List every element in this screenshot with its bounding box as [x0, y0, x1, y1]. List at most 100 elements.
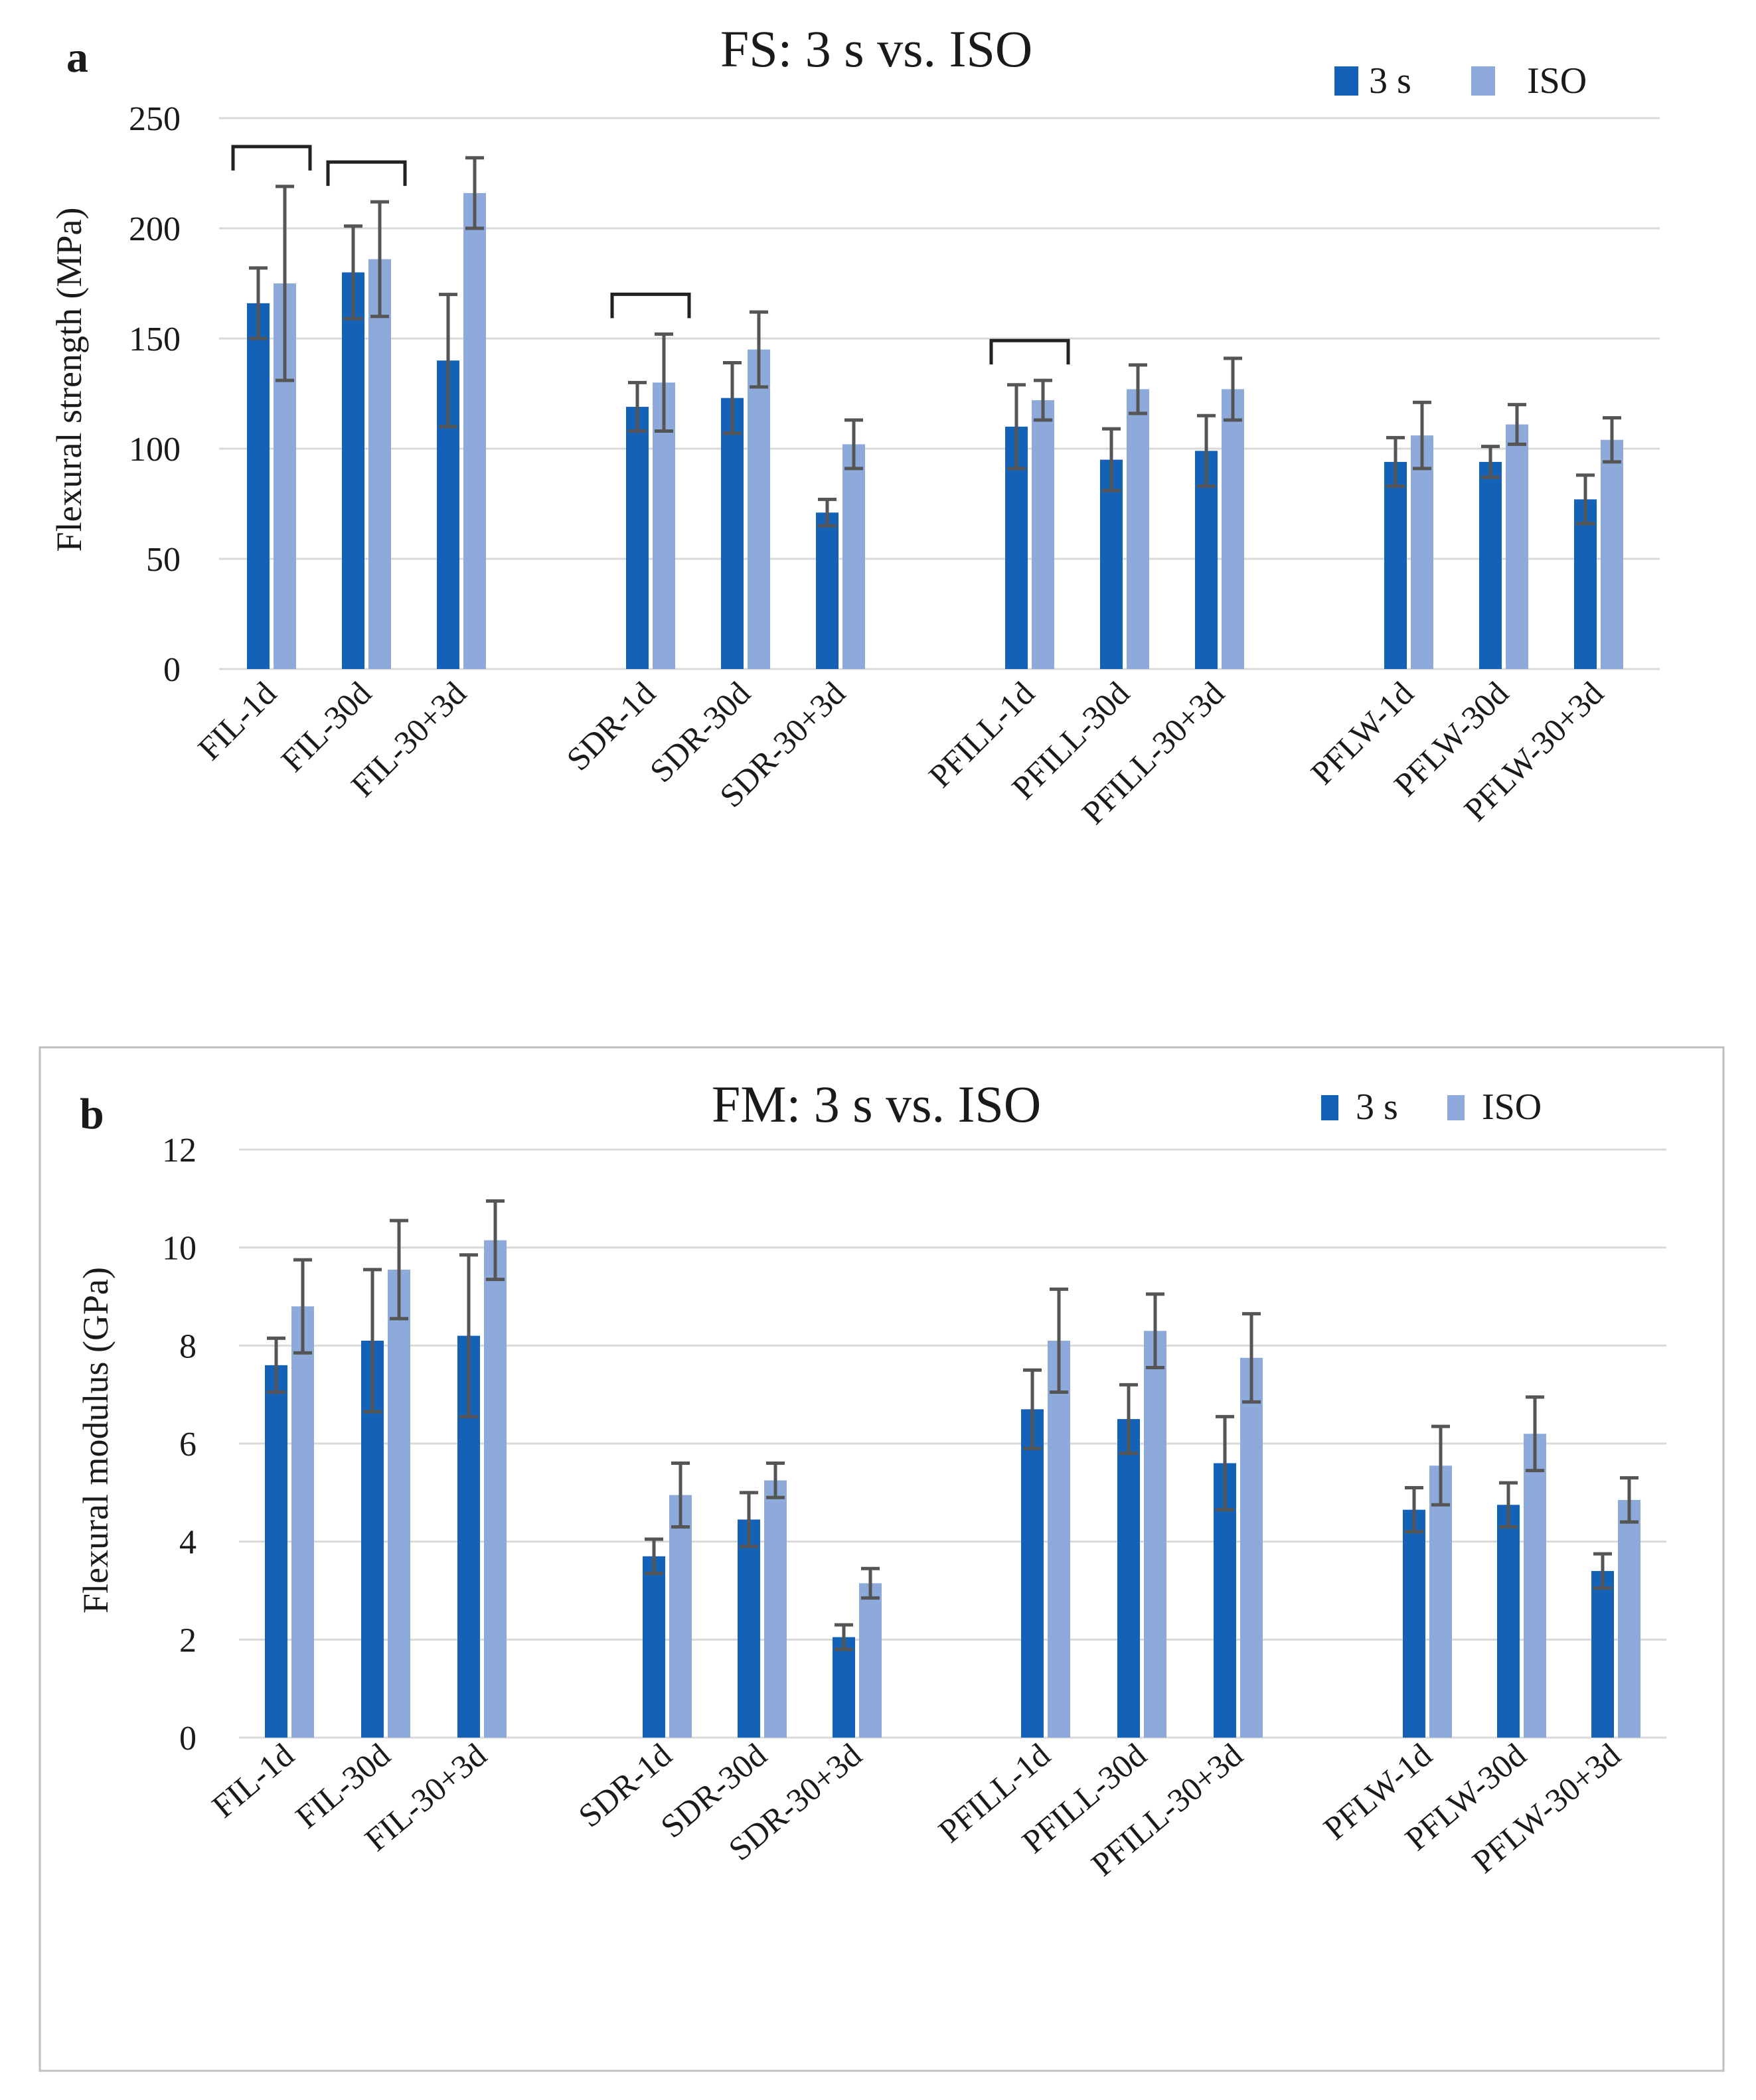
panel-a-error-bar-sdr-1d-iso	[655, 332, 673, 433]
panel-a-bar-pflw-30d-iso	[1506, 424, 1528, 669]
panel-a-error-bar-sdr-30d-3-s	[723, 361, 742, 435]
panel-a-flexural-strength-chart: a FS: 3 s vs. ISO Flexural strength (MPa…	[49, 20, 1660, 831]
panel-a-error-bar-pfill-30-3d-3-s	[1197, 413, 1216, 488]
panel-b-y-tick-0: 0	[179, 1720, 197, 1758]
panel-b-legend: 3 s ISO	[1321, 1087, 1542, 1128]
panel-b-letter: b	[80, 1090, 104, 1138]
panel-a-y-axis-label: Flexural strength (MPa)	[49, 208, 89, 552]
panel-b-legend-swatch-3s	[1321, 1095, 1338, 1120]
panel-a-y-tick-100: 100	[129, 431, 181, 469]
panel-a-error-bar-fil-30d-iso	[370, 200, 389, 319]
panel-b-bar-sdr-1d-iso	[669, 1495, 692, 1738]
panel-b-gridlines	[239, 1148, 1666, 1739]
panel-a-error-bar-fil-30-3d-iso	[465, 156, 484, 230]
panel-b-error-bar-fil-1d-iso	[293, 1258, 312, 1355]
panel-b-bar-sdr-30-3d-3-s	[833, 1637, 855, 1738]
panel-a-bar-pflw-30-3d-3-s	[1574, 499, 1597, 669]
panel-a-error-bar-fil-1d-3-s	[249, 266, 268, 340]
panel-a-bar-fil-1d-3-s	[247, 303, 270, 669]
panel-b-bar-pfill-30-3d-iso	[1240, 1357, 1263, 1738]
panel-b-bar-pfill-1d-iso	[1048, 1340, 1070, 1738]
panel-b-bar-pfill-30d-3-s	[1117, 1419, 1140, 1738]
panel-b-y-tick-6: 6	[179, 1426, 197, 1463]
panel-a-legend: 3 s ISO	[1334, 60, 1587, 102]
panel-a-y-tick-200: 200	[129, 210, 181, 248]
panel-b-y-tick-10: 10	[162, 1230, 197, 1268]
panel-b-error-bar-pfill-30d-iso	[1146, 1292, 1164, 1370]
panel-a-bar-pflw-1d-3-s	[1384, 461, 1407, 669]
panel-b-error-bar-pflw-30-3d-3-s	[1593, 1552, 1612, 1590]
panel-a-legend-label-3s: 3 s	[1369, 60, 1411, 102]
panel-b-category-fil-1d: FIL-1d	[205, 1736, 301, 1825]
panel-b-error-bar-fil-30d-iso	[390, 1219, 408, 1321]
panel-a-y-tick-250: 250	[129, 100, 181, 138]
panel-a-error-bar-fil-1d-iso	[276, 185, 294, 382]
panel-a-letter: a	[66, 33, 88, 82]
panel-a-bracket-pfill-1d	[989, 338, 1070, 365]
panel-a-bracket-fil-1d	[231, 145, 312, 171]
panel-a-bar-pflw-30-3d-iso	[1601, 439, 1623, 669]
panel-a-error-bars	[249, 156, 1621, 528]
panel-b-bar-fil-30-3d-iso	[484, 1240, 507, 1738]
panel-b-title: FM: 3 s vs. ISO	[712, 1075, 1041, 1133]
panel-b-error-bar-pfill-30-3d-3-s	[1216, 1414, 1234, 1512]
panel-a-category-fil-1d: FIL-1d	[191, 674, 283, 767]
panel-b-frame	[39, 1046, 1725, 2072]
panel-a-bar-sdr-1d-3-s	[626, 406, 649, 669]
panel-b-y-tick-12: 12	[162, 1132, 197, 1169]
panel-a-error-bar-pflw-30d-iso	[1508, 403, 1526, 446]
panel-a-bar-pflw-30d-3-s	[1479, 461, 1502, 669]
panel-b-bar-pflw-30d-3-s	[1497, 1505, 1520, 1738]
panel-b-bar-pfill-30d-iso	[1144, 1331, 1166, 1738]
panel-a-error-bar-pflw-30-3d-iso	[1603, 416, 1621, 464]
panel-a-error-bar-pflw-30d-3-s	[1481, 445, 1500, 479]
panel-b-y-tick-2: 2	[179, 1621, 197, 1659]
panel-a-bar-pfill-1d-iso	[1032, 400, 1054, 669]
panel-b-error-bar-sdr-1d-iso	[671, 1462, 690, 1529]
panel-b-bar-pflw-30-3d-iso	[1618, 1499, 1640, 1738]
panel-a-significance-brackets	[231, 145, 1070, 365]
panel-b-y-tick-labels: 0 2 4 6 8 10 12	[162, 1132, 197, 1758]
panel-b-error-bar-pflw-1d-3-s	[1405, 1485, 1423, 1534]
panel-a-bar-sdr-30-3d-iso	[842, 444, 865, 669]
panel-a-y-tick-50: 50	[146, 541, 181, 579]
panel-a-bar-pfill-30d-iso	[1127, 389, 1149, 669]
panel-a-bar-sdr-30d-iso	[748, 349, 770, 669]
panel-b-bar-sdr-1d-3-s	[643, 1556, 665, 1738]
panel-b-y-tick-4: 4	[179, 1524, 197, 1562]
panel-a-error-bar-pfill-1d-3-s	[1007, 383, 1026, 471]
panel-a-bar-sdr-30d-3-s	[721, 398, 744, 669]
panel-a-y-tick-0: 0	[163, 651, 181, 689]
panel-b-y-tick-8: 8	[179, 1327, 197, 1365]
panel-b-bar-pflw-30-3d-3-s	[1591, 1570, 1614, 1738]
panel-a-error-bar-sdr-1d-3-s	[628, 380, 647, 433]
panel-a-bar-fil-30d-3-s	[342, 272, 364, 669]
panel-b-error-bar-pflw-30-3d-iso	[1620, 1476, 1638, 1524]
panel-b-bar-sdr-30d-iso	[764, 1480, 787, 1738]
panel-a-error-bar-pflw-1d-3-s	[1386, 435, 1405, 488]
panel-b-error-bar-fil-1d-3-s	[267, 1336, 285, 1394]
panel-b-error-bar-sdr-1d-3-s	[645, 1537, 663, 1576]
panel-b-bar-pflw-1d-3-s	[1403, 1509, 1425, 1738]
panel-b-bar-fil-30d-iso	[388, 1269, 410, 1738]
panel-b-error-bar-pflw-30d-iso	[1526, 1395, 1544, 1473]
panel-a-legend-swatch-iso	[1471, 66, 1495, 96]
panel-b-bar-fil-1d-iso	[291, 1306, 314, 1738]
panel-a-error-bar-sdr-30-3d-iso	[844, 418, 863, 471]
panel-a-bar-pfill-30-3d-iso	[1222, 389, 1244, 669]
panel-a-error-bar-fil-30-3d-3-s	[439, 293, 457, 429]
panel-b-bar-fil-1d-3-s	[265, 1365, 287, 1738]
panel-a-legend-swatch-3s	[1334, 66, 1358, 96]
panel-b-error-bars	[267, 1199, 1638, 1651]
panel-a-bracket-sdr-1d	[610, 292, 691, 319]
panel-a-error-bar-pfill-30d-iso	[1129, 363, 1147, 415]
panel-b-error-bar-sdr-30d-3-s	[740, 1491, 758, 1548]
panel-a-bars	[247, 192, 1623, 670]
panel-a-title: FS: 3 s vs. ISO	[720, 20, 1032, 78]
panel-b-error-bar-fil-30-3d-iso	[486, 1199, 505, 1282]
panel-a-bar-fil-30d-iso	[368, 259, 391, 670]
panel-b-bar-sdr-30d-3-s	[738, 1519, 760, 1738]
panel-b-legend-label-3s: 3 s	[1356, 1087, 1398, 1128]
